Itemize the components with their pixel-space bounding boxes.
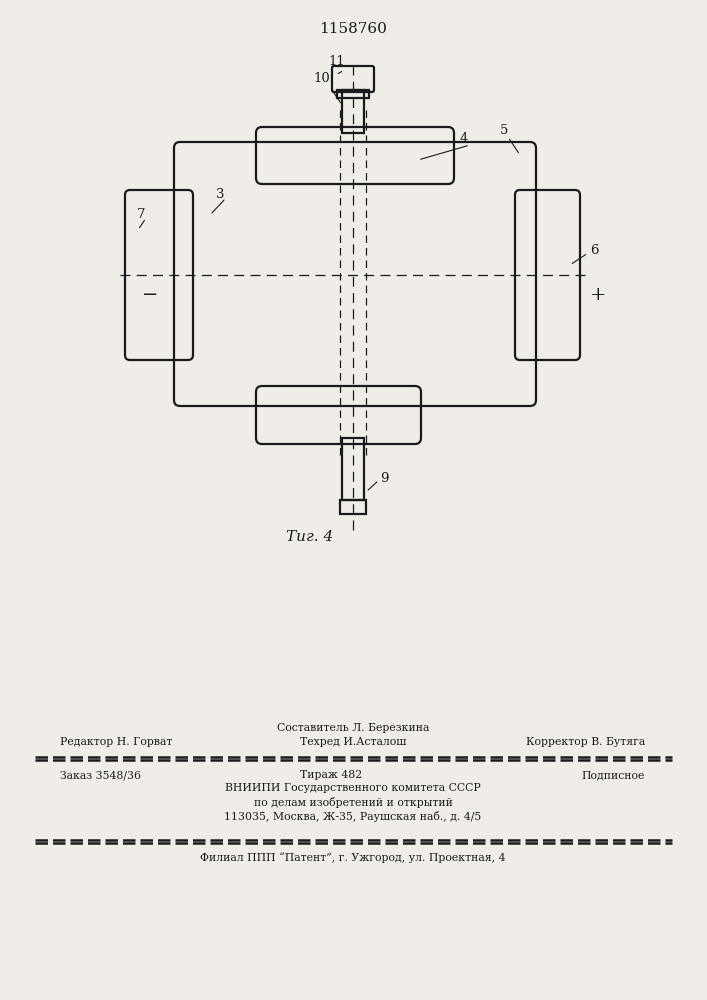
Text: +: + xyxy=(590,286,606,304)
Text: Техред И.Асталош: Техред И.Асталош xyxy=(300,737,407,747)
Text: 1158760: 1158760 xyxy=(319,22,387,36)
Text: Подписное: Подписное xyxy=(582,770,645,780)
Text: 113035, Москва, Ж-35, Раушская наб., д. 4/5: 113035, Москва, Ж-35, Раушская наб., д. … xyxy=(224,811,481,822)
Text: 5: 5 xyxy=(500,123,508,136)
Text: Редактор Н. Горват: Редактор Н. Горват xyxy=(60,737,173,747)
Text: 4: 4 xyxy=(460,131,468,144)
Text: 10: 10 xyxy=(313,72,330,85)
Text: 7: 7 xyxy=(136,209,145,222)
Text: 9: 9 xyxy=(380,472,389,485)
Text: Филиал ППП “Патент”, г. Ужгород, ул. Проектная, 4: Филиал ППП “Патент”, г. Ужгород, ул. Про… xyxy=(200,852,506,863)
Text: 3: 3 xyxy=(216,188,225,202)
Bar xyxy=(337,90,369,98)
Text: Τиг. 4: Τиг. 4 xyxy=(286,530,334,544)
Text: Тираж 482: Тираж 482 xyxy=(300,770,362,780)
Text: −: − xyxy=(142,286,158,304)
Text: 6: 6 xyxy=(590,243,599,256)
Text: 11: 11 xyxy=(328,55,345,68)
Text: ВНИИПИ Государственного комитета СССР: ВНИИПИ Государственного комитета СССР xyxy=(225,783,481,793)
Text: Корректор В. Бутяга: Корректор В. Бутяга xyxy=(526,737,645,747)
Text: по делам изобретений и открытий: по делам изобретений и открытий xyxy=(254,797,452,808)
Bar xyxy=(342,438,364,500)
Text: Составитель Л. Березкина: Составитель Л. Березкина xyxy=(277,723,429,733)
Text: Заказ 3548/36: Заказ 3548/36 xyxy=(60,770,141,780)
Bar xyxy=(340,500,366,514)
Bar xyxy=(342,90,364,133)
